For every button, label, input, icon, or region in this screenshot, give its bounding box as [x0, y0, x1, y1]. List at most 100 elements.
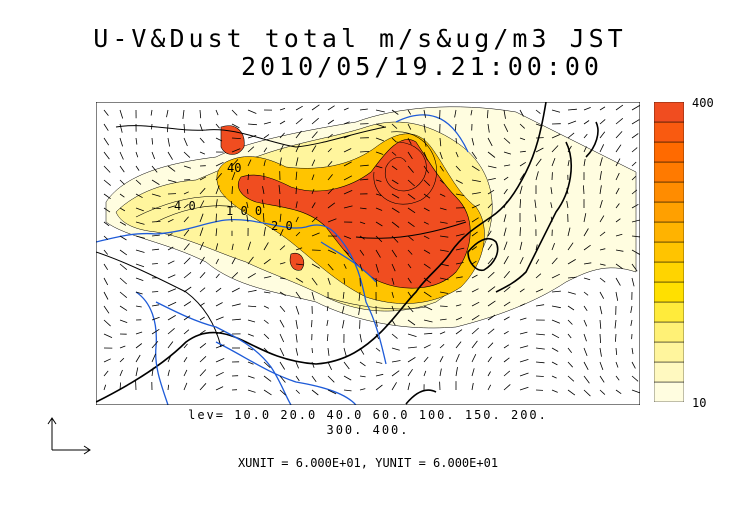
wind-vector [199, 302, 205, 307]
wind-vector [487, 165, 497, 169]
wind-vector [375, 165, 383, 169]
wind-vector [503, 188, 508, 195]
wind-vector [183, 203, 189, 209]
wind-vector [535, 147, 544, 153]
wind-vector [343, 148, 352, 153]
wind-vector [583, 146, 587, 153]
wind-vector [151, 193, 161, 197]
wind-vector [503, 227, 507, 237]
wind-vector [103, 179, 111, 186]
wind-vector [407, 277, 412, 284]
wind-vector [247, 135, 257, 139]
wind-vector [471, 327, 479, 335]
wind-vector [183, 123, 186, 133]
wind-vector [407, 305, 414, 313]
wind-vector [391, 221, 400, 228]
wind-vector [455, 165, 461, 172]
wind-vector [311, 232, 320, 237]
wind-vector [230, 201, 233, 209]
wind-vector [519, 331, 528, 335]
wind-vector [215, 386, 224, 391]
wind-vector [167, 246, 174, 251]
wind-vector [135, 367, 139, 377]
wind-vector [583, 120, 590, 125]
wind-vector [199, 109, 202, 119]
wind-vector [615, 203, 620, 209]
chart-title-timestamp: 2010/05/19.21:00:00 [241, 52, 603, 81]
wind-vector [471, 217, 479, 223]
wind-vector [567, 242, 574, 251]
vector-unit-label: XUNIT = 6.000E+01, YUNIT = 6.000E+01 [237, 456, 499, 470]
wind-vector [359, 361, 366, 367]
wind-vector [199, 187, 206, 195]
wind-vector [135, 179, 142, 185]
wind-vector [455, 220, 465, 223]
wind-vector [583, 347, 588, 357]
wind-vector [247, 361, 254, 365]
wind-vector [215, 213, 217, 223]
wind-vector [551, 290, 561, 293]
wind-vector [439, 137, 442, 147]
wind-vector [135, 137, 138, 145]
wind-vector [519, 109, 524, 117]
wind-vector [550, 216, 553, 223]
wind-vector [247, 173, 249, 181]
wind-vector [199, 137, 205, 144]
wind-vector [119, 179, 125, 185]
wind-vector [535, 375, 544, 377]
wind-vector [359, 108, 368, 111]
wind-vector [231, 272, 239, 279]
wind-vector [263, 242, 269, 251]
wind-vector [343, 121, 350, 125]
wind-vector [183, 329, 190, 335]
wind-vector [263, 291, 271, 294]
wind-vector [151, 353, 156, 363]
wind-vector [343, 277, 346, 284]
wind-vector [167, 205, 175, 209]
wind-vector [615, 291, 619, 301]
wind-vector [375, 179, 382, 182]
wind-vector [439, 305, 448, 307]
wind-vector [135, 151, 139, 158]
wind-vector [167, 233, 173, 237]
wind-vector [455, 193, 465, 196]
wind-vector [279, 375, 286, 383]
wind-vector [326, 333, 329, 342]
wind-vector [375, 221, 383, 227]
wind-vector [375, 263, 379, 273]
wind-vector [615, 131, 623, 139]
wind-vector [263, 347, 270, 354]
wind-vector [103, 207, 111, 213]
wind-vector [295, 305, 300, 315]
wind-vectors [103, 104, 640, 397]
wind-vector [391, 291, 394, 298]
wind-vector [279, 347, 285, 357]
wind-vector [631, 375, 639, 382]
wind-vector [279, 157, 282, 167]
wind-vector [391, 179, 399, 185]
wind-vector [183, 315, 191, 321]
wind-vector [359, 178, 369, 181]
wind-vector [151, 123, 153, 130]
wind-vector [599, 106, 606, 111]
colorbar-swatch [654, 161, 684, 183]
wind-vector [183, 356, 188, 363]
wind-vector [535, 361, 545, 364]
wind-vector [231, 109, 238, 116]
wind-vector [615, 389, 622, 395]
wind-vector [199, 213, 204, 223]
wind-vector [423, 207, 430, 212]
wind-vector [519, 241, 523, 251]
wind-vector [487, 314, 496, 321]
wind-vector [439, 179, 445, 184]
wind-vector [262, 186, 265, 195]
wind-vector [375, 137, 384, 142]
wind-vector [407, 382, 411, 391]
wind-vector [358, 305, 361, 315]
wind-vector [439, 331, 446, 335]
wind-vector [407, 207, 416, 214]
wind-vector [503, 109, 506, 119]
wind-vector [615, 375, 620, 381]
wind-vector [583, 158, 586, 167]
wind-vector [455, 276, 463, 279]
